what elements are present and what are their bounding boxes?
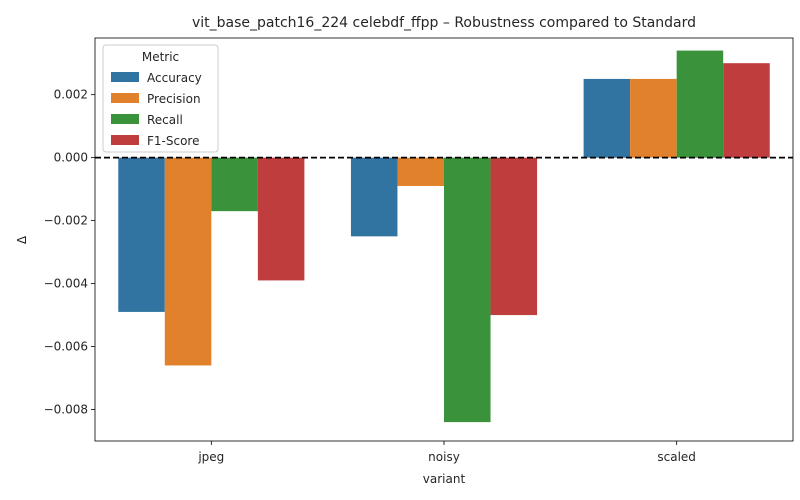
legend-swatch (111, 72, 139, 82)
x-axis-title: variant (423, 472, 466, 486)
y-tick-label: 0.000 (54, 151, 88, 165)
y-tick-label: −0.006 (44, 340, 88, 354)
legend-swatch (111, 135, 139, 145)
y-tick-label: −0.008 (44, 403, 88, 417)
chart-title: vit_base_patch16_224 celebdf_ffpp – Robu… (192, 15, 696, 31)
bar-precision-scaled (630, 78, 677, 158)
x-tick-label: noisy (428, 450, 460, 464)
legend-label: Recall (147, 113, 183, 127)
legend-label: Precision (147, 92, 201, 106)
bar-precision-jpeg (164, 157, 212, 366)
bar-accuracy-jpeg (118, 157, 165, 312)
bar-f1-score-scaled (723, 63, 770, 158)
legend-swatch (111, 93, 139, 103)
legend-title: Metric (142, 50, 179, 64)
bar-recall-scaled (676, 50, 724, 158)
legend: Metric Accuracy Precision Recall F1-Score (102, 44, 219, 153)
bar-recall-jpeg (211, 157, 258, 212)
legend-swatch (111, 114, 139, 124)
legend-label: F1-Score (147, 134, 199, 148)
legend-box (102, 44, 219, 153)
bar-recall-noisy (444, 157, 491, 423)
y-tick-label: −0.002 (44, 214, 88, 228)
x-tick-label: scaled (657, 450, 696, 464)
legend-label: Accuracy (147, 71, 202, 85)
bar-f1-score-jpeg (257, 157, 305, 281)
y-tick-label: −0.004 (44, 277, 88, 291)
y-axis-title: Δ (15, 235, 29, 244)
bar-f1-score-noisy (490, 157, 538, 316)
bar-precision-noisy (397, 157, 444, 186)
bar-accuracy-scaled (583, 78, 631, 158)
x-tick-label: jpeg (197, 450, 224, 464)
bar-accuracy-noisy (350, 157, 398, 237)
y-tick-label: 0.002 (54, 88, 88, 102)
